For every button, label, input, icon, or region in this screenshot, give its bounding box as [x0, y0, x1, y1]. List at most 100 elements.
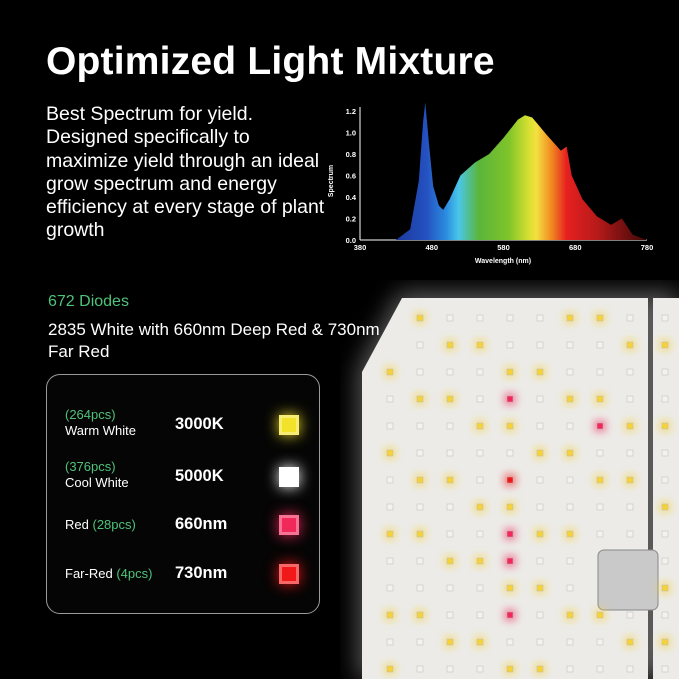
led-diode	[566, 584, 574, 592]
x-tick-label: 580	[497, 243, 510, 252]
led-diode	[476, 503, 484, 511]
led-diode	[596, 611, 604, 619]
led-diode	[416, 449, 424, 457]
led-diode	[661, 341, 669, 349]
y-tick-label: 0.4	[346, 193, 357, 202]
led-diode	[536, 341, 544, 349]
led-diode	[416, 638, 424, 646]
led-diode	[596, 449, 604, 457]
led-diode	[596, 314, 604, 322]
page-title: Optimized Light Mixture	[46, 40, 495, 83]
led-diode	[446, 341, 454, 349]
led-diode	[506, 449, 514, 457]
legend-name: Red	[65, 517, 89, 532]
led-diode	[566, 449, 574, 457]
legend-name: Cool White	[65, 475, 129, 490]
led-diode	[446, 530, 454, 538]
y-tick-label: 0.6	[346, 172, 356, 181]
led-diode	[386, 449, 394, 457]
led-diode	[626, 395, 634, 403]
x-axis-label: Wavelength (nm)	[475, 258, 531, 265]
led-diode	[386, 584, 394, 592]
led-diode	[626, 503, 634, 511]
y-tick-label: 0.8	[346, 150, 356, 159]
far-red-swatch	[279, 564, 299, 584]
led-diode	[506, 368, 514, 376]
led-diode	[566, 368, 574, 376]
led-diode	[536, 476, 544, 484]
led-diode	[536, 395, 544, 403]
led-diode	[506, 557, 514, 565]
led-diode	[661, 449, 669, 457]
led-diode	[446, 314, 454, 322]
led-diode	[386, 611, 394, 619]
led-diode	[596, 503, 604, 511]
led-diode	[446, 449, 454, 457]
led-diode	[506, 314, 514, 322]
spectrum-chart: 380 480 580 680 780 0.0 0.2 0.4 0.6 0.8 1.0 1.2 Spe…	[328, 102, 654, 265]
led-diode	[596, 665, 604, 673]
led-diode	[661, 314, 669, 322]
warm-white-swatch	[279, 415, 299, 435]
y-tick-label: 1.2	[346, 107, 356, 116]
led-diode	[446, 368, 454, 376]
description: Best Spectrum for yield. Designed specif…	[46, 103, 325, 242]
spectrum-area	[395, 102, 647, 241]
led-diode	[536, 449, 544, 457]
led-diode	[476, 476, 484, 484]
led-diode	[536, 638, 544, 646]
led-diode	[506, 665, 514, 673]
led-diode	[476, 422, 484, 430]
led-diode	[446, 395, 454, 403]
led-diode	[446, 422, 454, 430]
led-diode	[661, 476, 669, 484]
led-diode	[626, 530, 634, 538]
led-diode	[416, 476, 424, 484]
led-legend: (264pcs) Warm White 3000K (376pcs) Cool Wh…	[46, 374, 320, 614]
led-diode	[566, 530, 574, 538]
led-diode	[596, 395, 604, 403]
led-diode	[386, 395, 394, 403]
led-diode	[446, 503, 454, 511]
board-right-panel	[653, 298, 679, 679]
led-diode	[566, 665, 574, 673]
led-diode	[566, 314, 574, 322]
led-diode	[416, 341, 424, 349]
x-tick-label: 780	[641, 243, 654, 252]
led-diode	[476, 584, 484, 592]
led-diode	[506, 503, 514, 511]
y-tick-label: 0.2	[346, 215, 356, 224]
led-diode	[661, 584, 669, 592]
led-diode	[596, 530, 604, 538]
led-diode	[476, 530, 484, 538]
red-swatch	[279, 515, 299, 535]
legend-value: 660nm	[175, 515, 228, 533]
led-diode	[476, 368, 484, 376]
led-diode	[506, 638, 514, 646]
led-diode	[596, 476, 604, 484]
led-diode	[626, 449, 634, 457]
led-diode	[626, 341, 634, 349]
x-tick-label: 480	[425, 243, 438, 252]
led-diode	[536, 314, 544, 322]
led-diode	[386, 557, 394, 565]
legend-row-far-red: Far-Red (4pcs) 730nm	[65, 564, 315, 604]
bracket	[597, 549, 659, 611]
led-diode	[661, 503, 669, 511]
led-diode	[566, 557, 574, 565]
diode-count: 672 Diodes	[48, 293, 129, 310]
legend-count: (376pcs)	[65, 459, 116, 474]
led-diode	[386, 368, 394, 376]
led-diode	[476, 449, 484, 457]
led-diode	[416, 665, 424, 673]
led-diode	[476, 395, 484, 403]
led-diode	[661, 530, 669, 538]
legend-count: (28pcs)	[92, 517, 136, 532]
led-diode	[506, 476, 514, 484]
led-diode	[536, 530, 544, 538]
led-diode	[416, 530, 424, 538]
led-diode	[506, 341, 514, 349]
led-diode	[506, 395, 514, 403]
led-diode	[386, 530, 394, 538]
y-tick-label: 1.0	[346, 129, 356, 138]
